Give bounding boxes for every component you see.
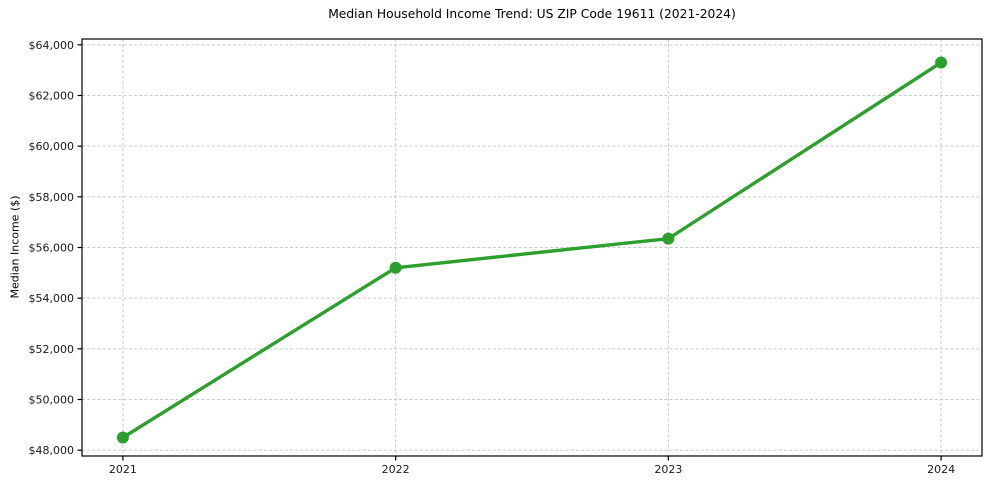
- y-tick-label: $62,000: [29, 89, 75, 102]
- data-point: [389, 261, 402, 274]
- y-tick-label: $60,000: [29, 140, 75, 153]
- trend-line: [121, 60, 943, 440]
- y-tick-label: $64,000: [29, 39, 75, 52]
- x-tick-label: 2024: [927, 463, 955, 476]
- data-point: [935, 56, 948, 69]
- y-tick-label: $58,000: [29, 191, 75, 204]
- y-tick-label: $48,000: [29, 444, 75, 457]
- y-tick-label: $52,000: [29, 343, 75, 356]
- data-point: [116, 431, 129, 444]
- y-tick-label: $54,000: [29, 292, 75, 305]
- x-tick-label: 2023: [654, 463, 682, 476]
- x-tick-label: 2021: [109, 463, 137, 476]
- x-tick-label: 2022: [382, 463, 410, 476]
- chart-title: Median Household Income Trend: US ZIP Co…: [328, 7, 736, 21]
- data-point: [662, 232, 675, 245]
- y-tick-label: $50,000: [29, 394, 75, 407]
- y-tick-label: $56,000: [29, 242, 75, 255]
